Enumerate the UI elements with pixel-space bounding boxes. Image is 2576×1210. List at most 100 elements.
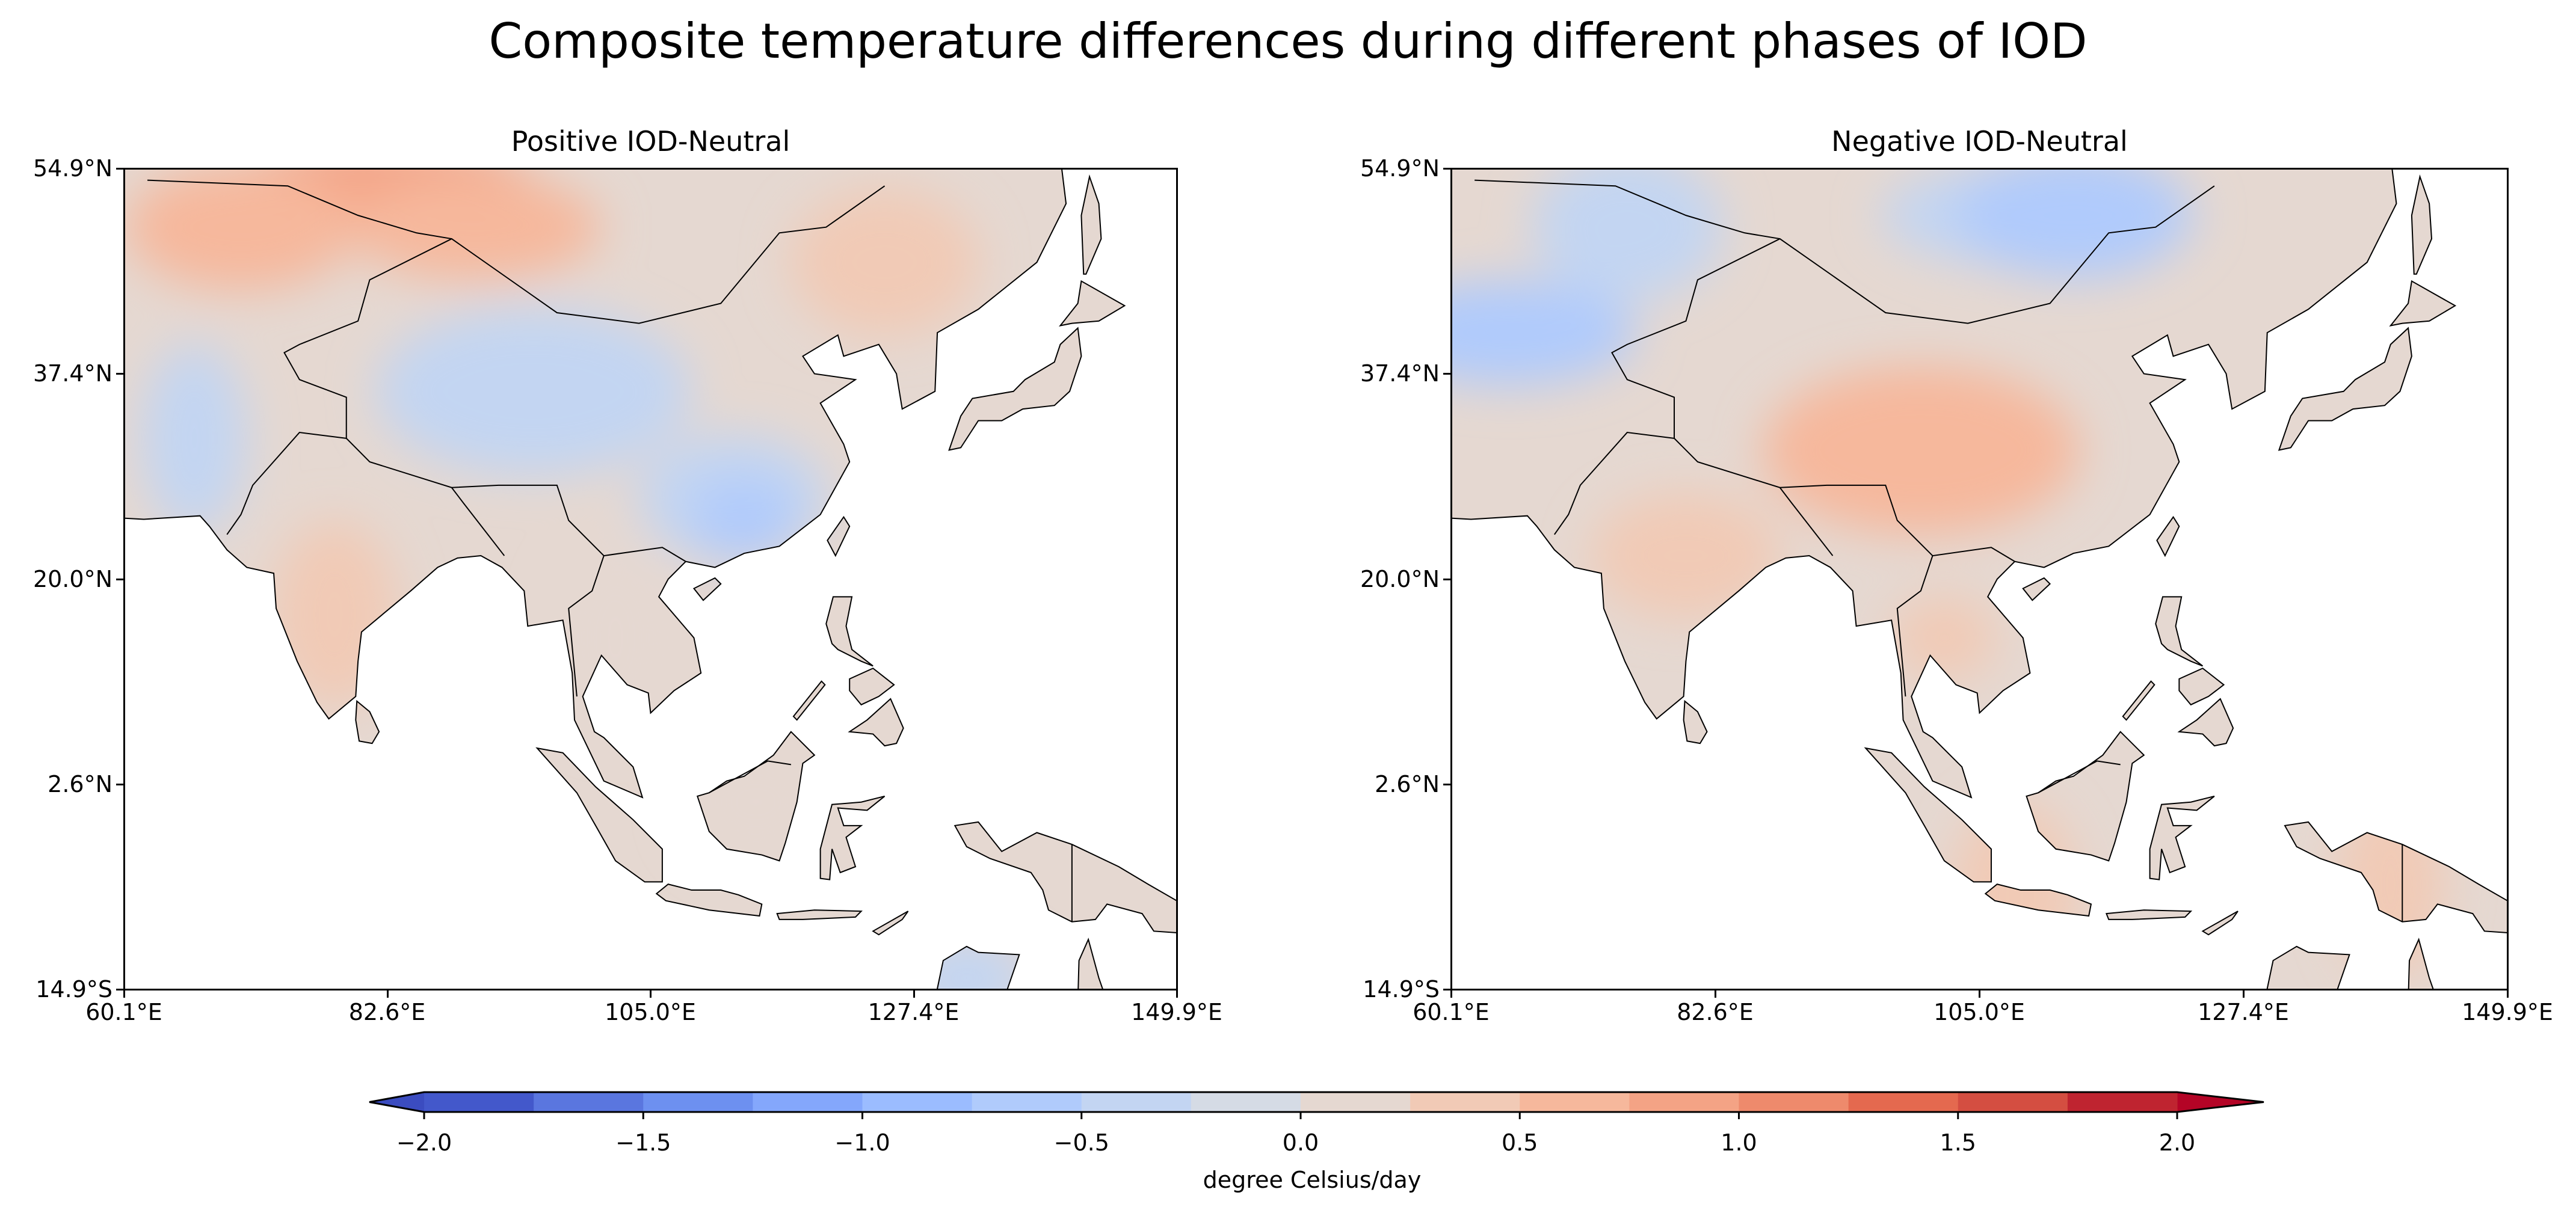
anomaly-region [691, 478, 797, 563]
colorbar-bin [1958, 1092, 2068, 1112]
country-border [1780, 488, 1833, 556]
coastline-srilanka [356, 701, 379, 743]
anomaly-region [682, 739, 830, 865]
coastline-luzon [2155, 597, 2202, 666]
y-tick [116, 578, 123, 580]
colorbar-outline [369, 1091, 2264, 1113]
colorbar-tick-label: −1.0 [834, 1129, 890, 1156]
x-tick [1979, 990, 1980, 998]
y-tick-label: 20.0°N [32, 565, 112, 592]
y-tick [1443, 989, 1450, 990]
figure-title: Composite temperature differences during… [488, 13, 2088, 69]
anomaly-region [349, 174, 602, 280]
y-tick-label: 14.9°S [1363, 976, 1440, 1003]
x-tick-label: 127.4°E [867, 999, 960, 1025]
coastline-sumatra [1866, 748, 1991, 882]
coastline-mainland [125, 170, 1066, 797]
colorbar-tick-label: −0.5 [1053, 1129, 1109, 1156]
map-svg [125, 170, 1176, 989]
colorbar-tick-label: 2.0 [2158, 1129, 2196, 1156]
coastline-timor [2202, 911, 2238, 935]
coastline-visayas [849, 668, 894, 705]
colorbar-bin [1629, 1092, 1740, 1112]
country-border [1897, 556, 1933, 696]
anomaly-region [125, 170, 357, 290]
panel-title-negative: Negative IOD-Neutral [1831, 125, 2128, 158]
country-border [284, 186, 884, 561]
coastline-capeyork [1078, 939, 1108, 989]
colorbar-tick-label: 1.5 [1940, 1129, 1976, 1156]
x-tick [1715, 990, 1716, 998]
map-panel-negative [1450, 168, 2509, 990]
coastline-mindanao [849, 699, 903, 746]
x-tick [123, 990, 125, 998]
x-tick-label: 82.6°E [1677, 999, 1754, 1025]
colorbar-bin [1301, 1092, 1411, 1112]
coastline-sakhalin [2412, 177, 2432, 274]
country-border [569, 556, 604, 696]
colorbar-bin [1410, 1092, 1520, 1112]
coastline-hainan [2023, 578, 2050, 600]
y-tick-label: 37.4°N [32, 360, 112, 387]
x-tick-label: 105.0°E [1934, 999, 2025, 1025]
y-tick [1443, 168, 1450, 170]
y-tick [116, 168, 123, 170]
anomaly-region [1762, 366, 2079, 535]
country-border [1474, 180, 1779, 239]
colorbar-bin [534, 1092, 644, 1112]
y-tick-label: 20.0°N [1360, 565, 1440, 592]
coastline-java [656, 884, 762, 916]
coastline-sulawesi [821, 796, 885, 880]
anomaly-region [375, 307, 691, 476]
coastline-capeyork [2408, 939, 2438, 989]
colorbar-tick-label: 0.0 [1282, 1129, 1319, 1156]
x-tick-label: 127.4°E [2198, 999, 2289, 1025]
coastline-sulawesi [2150, 796, 2214, 880]
y-tick-label: 54.9°N [1360, 155, 1440, 182]
coastline-newguinea [2285, 822, 2507, 933]
x-tick [650, 990, 652, 998]
colorbar-bin [972, 1092, 1082, 1112]
colorbar-extend-low [369, 1092, 424, 1112]
country-border [1555, 432, 1674, 535]
x-tick-label: 105.0°E [605, 999, 696, 1025]
coastline-newguinea [955, 822, 1176, 933]
anomaly-region [1591, 493, 1781, 619]
x-tick [1176, 990, 1178, 998]
y-tick [116, 783, 123, 785]
y-tick-label: 37.4°N [1360, 360, 1440, 387]
x-tick-label: 60.1°E [85, 999, 162, 1025]
x-tick-label: 149.9°E [2462, 999, 2553, 1025]
x-tick [2507, 990, 2509, 998]
colorbar-bin [2067, 1092, 2178, 1112]
coastline-visayas [2179, 668, 2223, 705]
coastline-hokkaido [1060, 281, 1124, 325]
colorbar-bin [1520, 1092, 1630, 1112]
coastline-srilanka [1684, 701, 1707, 743]
colorbar-tick-label: −1.5 [615, 1129, 671, 1156]
colorbar-bin [424, 1092, 534, 1112]
x-tick [1450, 990, 1452, 998]
colorbar-bin [1739, 1092, 1849, 1112]
map-panel-positive [123, 168, 1178, 990]
x-tick-label: 82.6°E [348, 999, 426, 1025]
colorbar-label: degree Celsius/day [1203, 1167, 1422, 1193]
coastline-hokkaido [2391, 281, 2455, 325]
y-tick-label: 2.6°N [1375, 770, 1440, 797]
coastline-mainland [1452, 170, 2396, 797]
panel-title-positive: Positive IOD-Neutral [511, 125, 790, 158]
coastline-luzon [826, 597, 873, 666]
colorbar-bin [862, 1092, 973, 1112]
x-tick-label: 60.1°E [1413, 999, 1490, 1025]
coastline-flores [777, 910, 861, 920]
anomaly-region [1532, 170, 1722, 301]
anomaly-region [1957, 170, 2190, 278]
country-border [452, 488, 505, 556]
coastline-timor [873, 911, 908, 935]
coastline-hainan [694, 578, 721, 600]
anomaly-region [1951, 801, 2078, 989]
y-tick [116, 989, 123, 990]
anomaly-region [552, 543, 679, 732]
country-border [709, 761, 791, 793]
colorbar-bin [1081, 1092, 1192, 1112]
